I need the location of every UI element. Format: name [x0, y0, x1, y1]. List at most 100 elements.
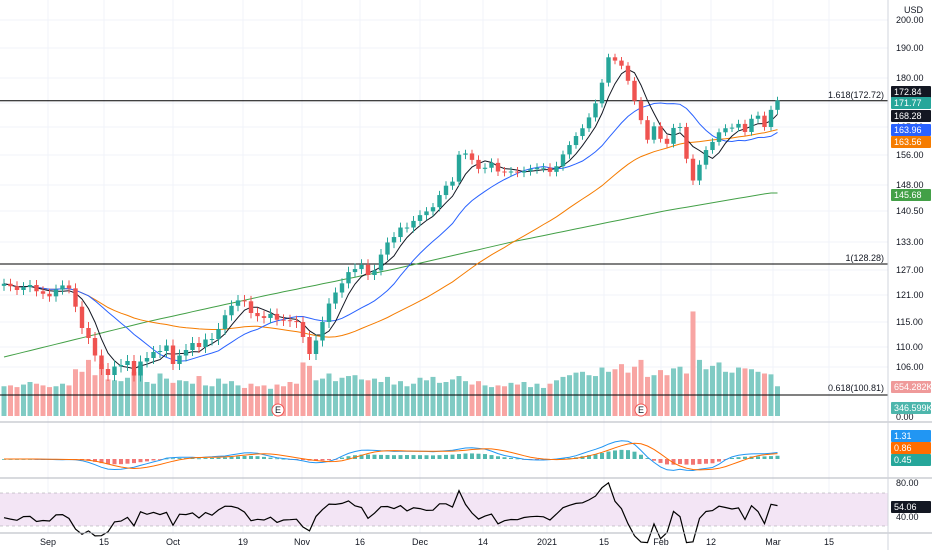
macd-histogram-bar: [190, 458, 195, 459]
macd-histogram-bar: [502, 457, 507, 459]
macd-histogram-bar: [392, 455, 396, 459]
macd-panel[interactable]: [2, 440, 780, 472]
volume-bar: [151, 383, 156, 416]
volume-bar: [424, 380, 429, 416]
sma200-value-tag-bg: [891, 189, 931, 201]
volume-bar: [73, 369, 78, 416]
candle-body: [164, 345, 169, 351]
rsi-line: [3, 481, 778, 544]
candle-body: [352, 269, 358, 273]
macd-histogram-bar: [262, 456, 266, 459]
price-tick-label: 200.00: [896, 15, 924, 25]
macd-histogram-bar: [177, 458, 182, 459]
last-price-tag: 171.77: [894, 98, 922, 108]
macd-histogram-bar: [463, 453, 468, 459]
macd-histogram-bar: [418, 455, 422, 459]
candle-body: [489, 162, 494, 168]
candle-body: [755, 115, 761, 119]
volume-bar: [86, 359, 91, 416]
volume-bar: [534, 383, 540, 416]
candle-body: [671, 127, 676, 144]
candle-body: [476, 159, 481, 169]
volume-bar: [53, 386, 59, 416]
macd-histogram-bar: [697, 459, 702, 465]
volume-bar: [580, 371, 585, 416]
price-panel[interactable]: 1.618(172.72) 1(128.28) 0.618(100.81) E E: [0, 0, 888, 533]
macd-histogram-bar: [301, 459, 305, 460]
macd-histogram-bar: [483, 454, 487, 459]
macd-value-tag-bg: [891, 430, 931, 442]
candle-body: [632, 80, 637, 101]
volume-bar: [346, 376, 351, 416]
macd-histogram-bar: [444, 454, 448, 459]
volume-bar: [333, 381, 338, 416]
macd-histogram-bar: [229, 456, 234, 459]
rsi-tick-label: 40.00: [896, 512, 919, 522]
volume-bar: [775, 386, 780, 416]
volume-bar: [710, 365, 715, 416]
candle-body: [391, 237, 397, 243]
candle-body: [92, 338, 98, 356]
volume-bar: [463, 381, 468, 416]
volume-bar: [547, 383, 553, 416]
candle-body: [469, 153, 475, 160]
price-tick-label: 180.00: [896, 73, 924, 83]
candle-body: [300, 322, 306, 337]
volume-bar: [625, 372, 631, 416]
candle-body: [372, 270, 377, 275]
volume-bar: [495, 385, 501, 416]
candle-body: [105, 369, 111, 375]
volume-bar: [443, 382, 449, 416]
volume-bar: [645, 376, 650, 416]
candle-body: [294, 321, 299, 323]
macd-histogram-bar: [450, 454, 455, 459]
macd-histogram-bar: [600, 452, 604, 459]
volume-bar: [352, 375, 358, 416]
candle-body: [86, 328, 91, 338]
candle-body: [1, 283, 7, 286]
volume-bar: [203, 385, 208, 416]
macd-histogram-bar: [236, 456, 240, 459]
candle-body: [60, 285, 65, 290]
volume-bar: [430, 376, 436, 416]
volume-bar: [515, 384, 520, 416]
rsi-value-tag-bg: [891, 501, 931, 513]
macd-histogram-bar: [327, 459, 331, 461]
volume-ma-tag-bg: [891, 381, 931, 393]
volume-bar: [1, 386, 7, 416]
macd-histogram-bar: [710, 459, 715, 464]
volume-bar: [183, 381, 189, 416]
candle-body: [437, 195, 442, 208]
volume-bar: [229, 381, 234, 416]
time-tick-label: 19: [238, 537, 248, 547]
volume-bar: [339, 377, 345, 416]
candle-body: [716, 132, 722, 142]
volume-bar: [651, 375, 657, 416]
volume-bar: [677, 366, 683, 416]
volume-bar: [359, 379, 364, 416]
candle-body: [170, 345, 176, 364]
rsi-panel[interactable]: [0, 481, 888, 544]
sma10-value-tag-bg: [891, 110, 931, 122]
macd-histogram-bar: [379, 454, 383, 459]
candle-body: [404, 227, 410, 229]
volume-value-tag: 346.599K: [894, 403, 932, 413]
candle-body: [502, 171, 507, 173]
volume-bar: [92, 375, 98, 416]
macd-histogram-bar: [769, 456, 773, 459]
sma20-value-tag: 163.96: [894, 125, 922, 135]
candle-body: [651, 126, 657, 140]
price-tick-label: 121.00: [896, 290, 924, 300]
candle-body: [177, 355, 182, 364]
candle-body: [359, 264, 364, 270]
macd-histogram-bar: [684, 459, 689, 465]
macd-histogram-bar: [398, 455, 403, 459]
macd-histogram-bar: [145, 459, 149, 462]
volume-tick-label: 0.00: [896, 412, 914, 422]
macd-histogram-bar: [658, 459, 663, 463]
candle-body: [118, 365, 124, 367]
sma10-value-tag: 168.28: [894, 111, 922, 121]
volume-bar: [320, 378, 325, 416]
volume-bar: [177, 380, 182, 416]
